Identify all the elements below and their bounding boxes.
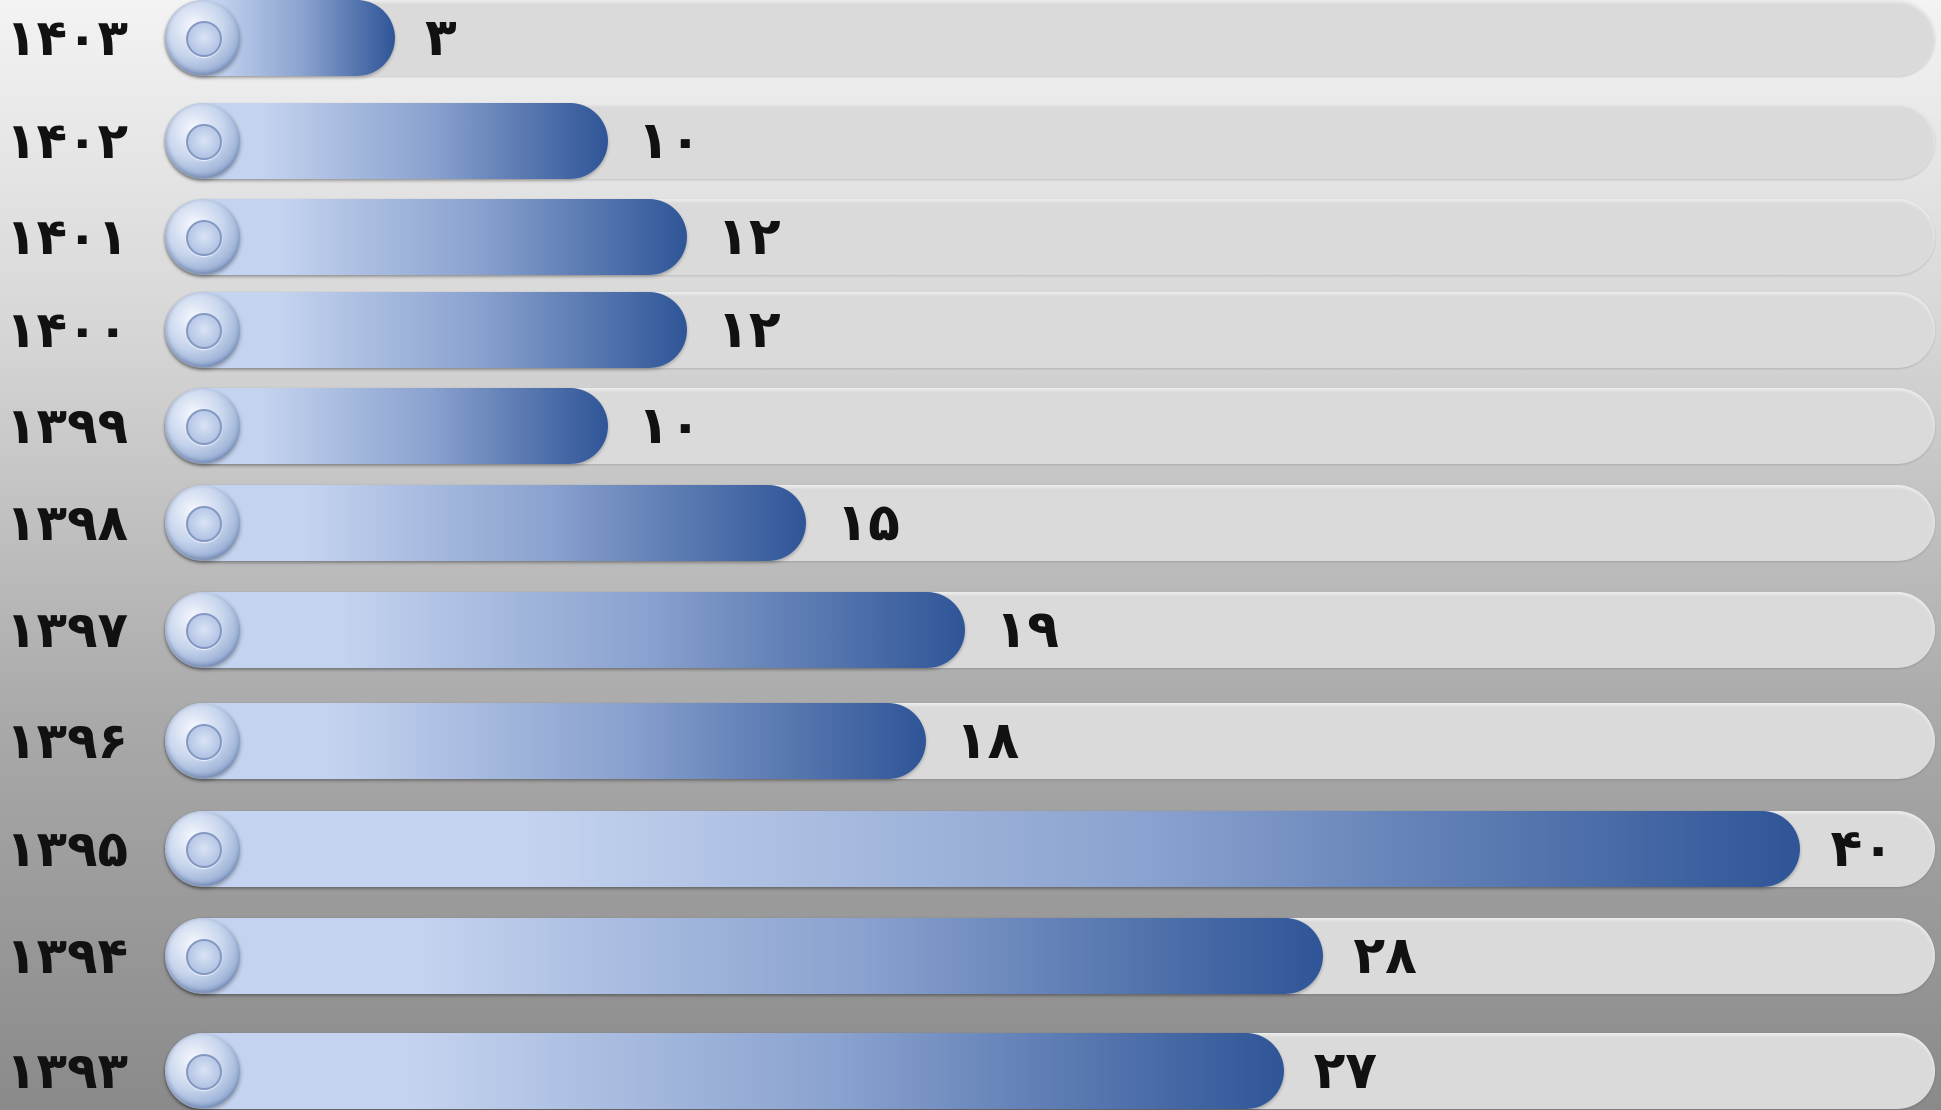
- bar: [165, 918, 1324, 994]
- category-label: ۱۳۹۶: [6, 712, 129, 770]
- data-label: ۱۰: [637, 111, 702, 171]
- bar-knob-icon: [166, 486, 240, 560]
- bar-knob-icon: [166, 293, 240, 367]
- data-label: ۱۲: [717, 207, 781, 267]
- bar-knob-icon: [166, 812, 240, 886]
- bar: [165, 485, 807, 561]
- bar: [165, 592, 966, 668]
- category-label: ۱۳۹۴: [6, 927, 129, 985]
- bar: [165, 703, 926, 779]
- bar: [165, 199, 688, 275]
- bar-knob-icon: [166, 1034, 240, 1108]
- category-label: ۱۴۰۱: [6, 208, 129, 266]
- data-label: ۲۸: [1353, 926, 1417, 986]
- bar-knob-icon: [166, 919, 240, 993]
- category-label: ۱۴۰۳: [6, 9, 129, 67]
- data-label: ۱۰: [637, 396, 702, 456]
- bar-track: [165, 0, 1935, 76]
- bar-knob-icon: [166, 104, 240, 178]
- bar-knob-icon: [166, 200, 240, 274]
- data-label: ۴۰: [1830, 819, 1894, 879]
- category-label: ۱۳۹۷: [6, 601, 129, 659]
- data-label: ۱۵: [836, 493, 900, 553]
- data-label: ۱۹: [995, 600, 1059, 660]
- data-label: ۲۷: [1313, 1041, 1378, 1101]
- data-label: ۱۲: [717, 300, 781, 360]
- bar: [165, 292, 688, 368]
- bar-knob-icon: [166, 593, 240, 667]
- bar-knob-icon: [166, 704, 240, 778]
- bar: [165, 1033, 1284, 1109]
- bar-knob-icon: [166, 1, 240, 75]
- category-label: ۱۳۹۸: [6, 494, 129, 552]
- category-label: ۱۳۹۵: [6, 820, 129, 878]
- data-label: ۱۸: [955, 711, 1020, 771]
- category-label: ۱۳۹۳: [6, 1042, 129, 1100]
- data-label: ۳: [425, 8, 457, 68]
- category-label: ۱۳۹۹: [6, 397, 129, 455]
- bar-knob-icon: [166, 389, 240, 463]
- bar: [165, 811, 1801, 887]
- category-label: ۱۴۰۲: [6, 112, 129, 170]
- category-label: ۱۴۰۰: [6, 301, 129, 359]
